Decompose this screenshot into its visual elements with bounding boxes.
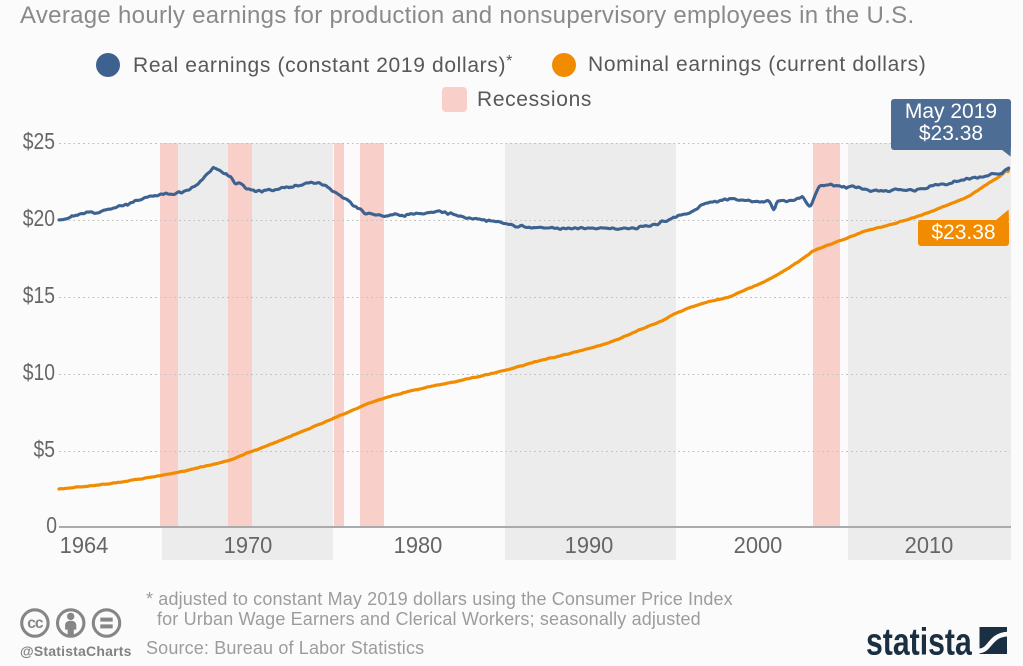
svg-text:cc: cc — [27, 615, 44, 632]
svg-text:statista: statista — [866, 621, 973, 660]
